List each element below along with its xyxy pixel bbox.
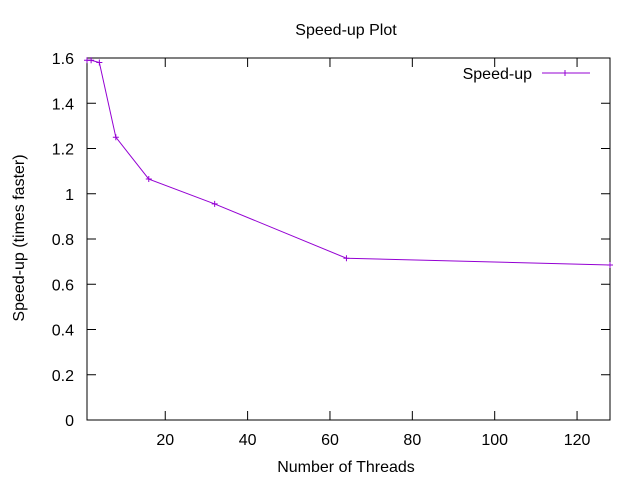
x-axis-label: Number of Threads bbox=[277, 459, 415, 476]
y-tick-label: 1 bbox=[65, 187, 74, 204]
y-axis-label: Speed-up (times faster) bbox=[11, 154, 28, 321]
x-tick-label: 120 bbox=[564, 432, 591, 449]
y-tick-label: 0.6 bbox=[52, 277, 74, 294]
x-tick-label: 80 bbox=[403, 432, 421, 449]
series-layer bbox=[84, 57, 613, 269]
y-tick-label: 0 bbox=[65, 413, 74, 430]
legend-label-speed-up: Speed-up bbox=[463, 66, 532, 83]
data-point-marker bbox=[112, 134, 119, 141]
data-point-marker bbox=[343, 255, 350, 262]
x-tick-label: 20 bbox=[156, 432, 174, 449]
x-tick-label: 40 bbox=[239, 432, 257, 449]
data-point-marker bbox=[211, 200, 218, 207]
chart-title: Speed-up Plot bbox=[295, 22, 397, 39]
series-line-speed-up bbox=[87, 59, 611, 266]
axis-ticks: 0 0.2 0.4 0.6 0.8 1 1.2 1.4 1.6 20 40 60 80 100 120 bbox=[52, 51, 610, 449]
plot-frame bbox=[86, 57, 611, 421]
data-point-marker bbox=[607, 262, 613, 269]
data-point-marker bbox=[96, 59, 103, 66]
y-tick-label: 1.4 bbox=[52, 96, 74, 113]
y-tick-label: 0.4 bbox=[52, 323, 74, 340]
y-tick-label: 1.2 bbox=[52, 142, 74, 159]
legend-marker-speed-up bbox=[562, 70, 568, 76]
y-tick-label: 0.8 bbox=[52, 232, 74, 249]
legend: Speed-up bbox=[463, 66, 590, 83]
data-point-marker bbox=[88, 57, 95, 64]
y-tick-label: 1.6 bbox=[52, 51, 74, 68]
data-point-marker bbox=[145, 176, 152, 183]
y-tick-label: 0.2 bbox=[52, 368, 74, 385]
x-tick-label: 100 bbox=[481, 432, 508, 449]
x-tick-label: 60 bbox=[321, 432, 339, 449]
